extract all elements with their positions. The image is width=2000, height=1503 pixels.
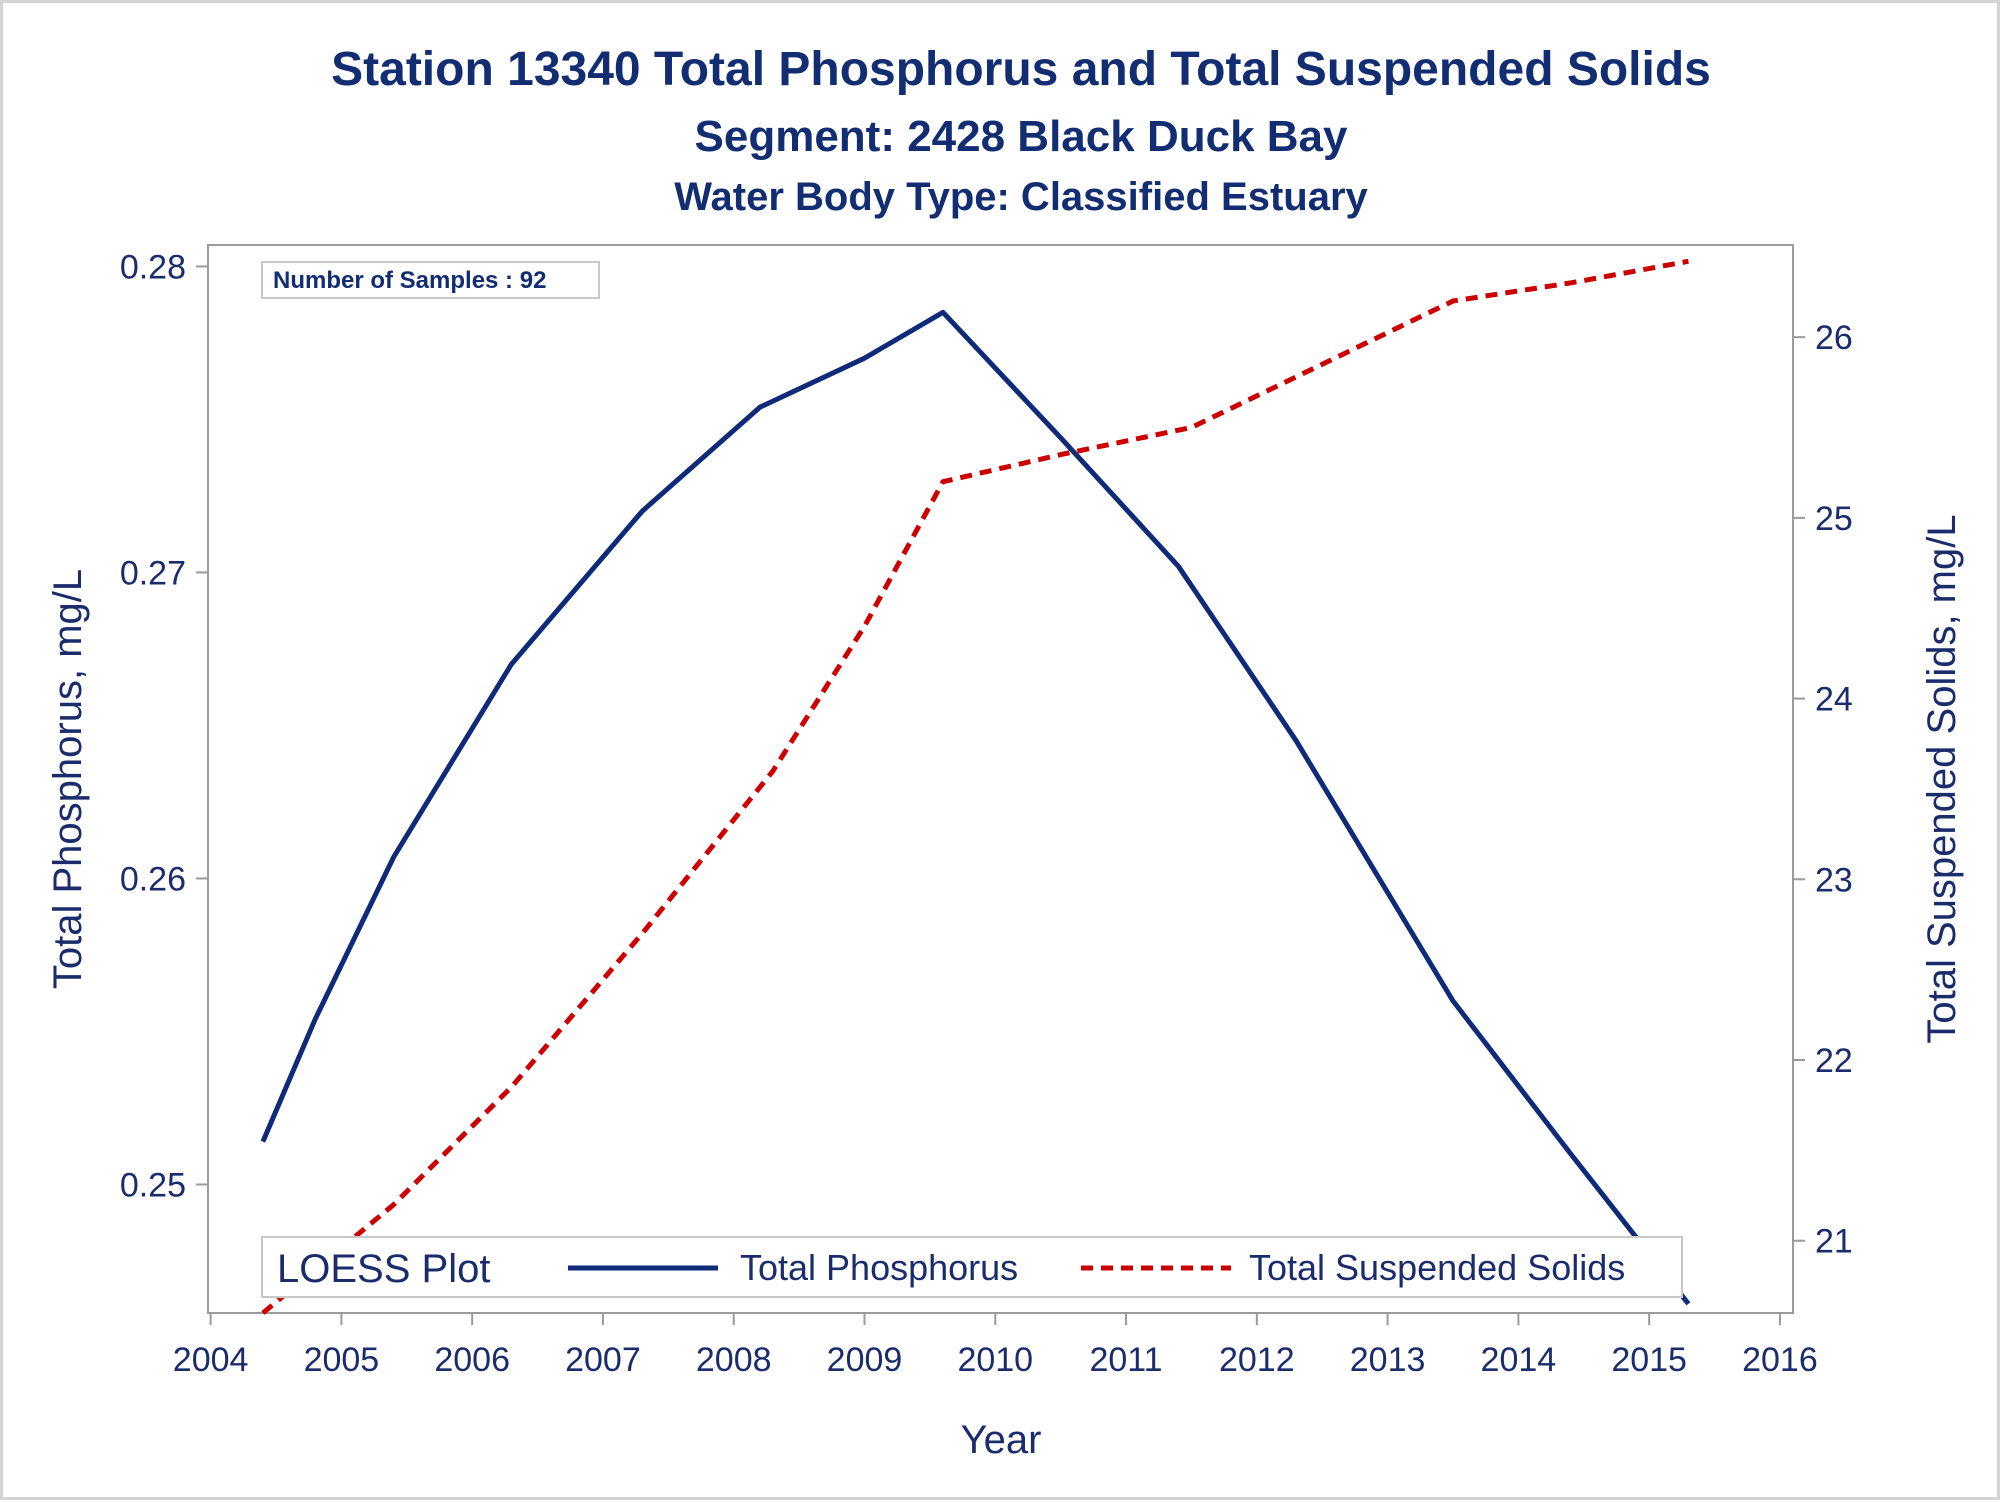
y-axis-label: Total Phosphorus, mg/L [46, 569, 90, 989]
legend-box [261, 1236, 1683, 1298]
loess-line-chart: Station 13340 Total Phosphorus and Total… [46, 43, 1964, 1462]
legend-label-phosphorus: Total Phosphorus [740, 1247, 1018, 1288]
plot-frame [207, 244, 1794, 1314]
axes-layer: 2004 2005 2006 2007 2008 2009 2010 2011 2012 2013… [120, 248, 1853, 1379]
y2-tick-label: 26 [1815, 319, 1853, 357]
chart-subtitle: Segment: 2428 Black Duck Bay [695, 112, 1349, 161]
chart-title: Station 13340 Total Phosphorus and Total… [331, 43, 1711, 96]
series-line-tss [261, 258, 1689, 1315]
x-tick-label: 2016 [1742, 1341, 1818, 1379]
legend-title: LOESS Plot [277, 1247, 490, 1291]
x-tick-label: 2009 [827, 1341, 903, 1379]
x-tick-label: 2011 [1089, 1341, 1162, 1379]
y2-tick-label: 23 [1815, 861, 1853, 899]
x-tick-label: 2006 [434, 1341, 510, 1379]
x-tick-label: 2013 [1350, 1341, 1426, 1379]
y2-tick-label: 24 [1815, 681, 1853, 719]
y2-tick-label: 22 [1815, 1042, 1853, 1080]
y-tick-label: 0.25 [120, 1166, 186, 1204]
series-layer [260, 258, 1691, 1315]
y-tick-label: 0.28 [120, 248, 186, 286]
y2-tick-label: 25 [1815, 500, 1853, 538]
y-tick-label: 0.27 [120, 554, 186, 592]
x-tick-label: 2007 [565, 1341, 641, 1379]
x-tick-label: 2015 [1611, 1341, 1687, 1379]
x-tick-label: 2014 [1481, 1341, 1557, 1379]
x-tick-label: 2004 [173, 1341, 249, 1379]
x-tick-label: 2005 [304, 1341, 380, 1379]
chart-subtitle-2: Water Body Type: Classified Estuary [674, 175, 1368, 219]
y-tick-label: 0.26 [120, 860, 186, 898]
sample-count-label: Number of Samples : 92 [273, 267, 546, 294]
x-tick-label: 2010 [957, 1341, 1033, 1379]
y2-axis-label: Total Suspended Solids, mg/L [1920, 514, 1964, 1043]
series-line-phosphorus [260, 309, 1691, 1306]
x-tick-label: 2012 [1219, 1341, 1295, 1379]
x-axis-label: Year [961, 1418, 1042, 1462]
legend-label-tss: Total Suspended Solids [1249, 1247, 1625, 1288]
x-tick-label: 2008 [696, 1341, 772, 1379]
y2-tick-label: 21 [1815, 1223, 1853, 1261]
sample-count-box [261, 261, 600, 299]
